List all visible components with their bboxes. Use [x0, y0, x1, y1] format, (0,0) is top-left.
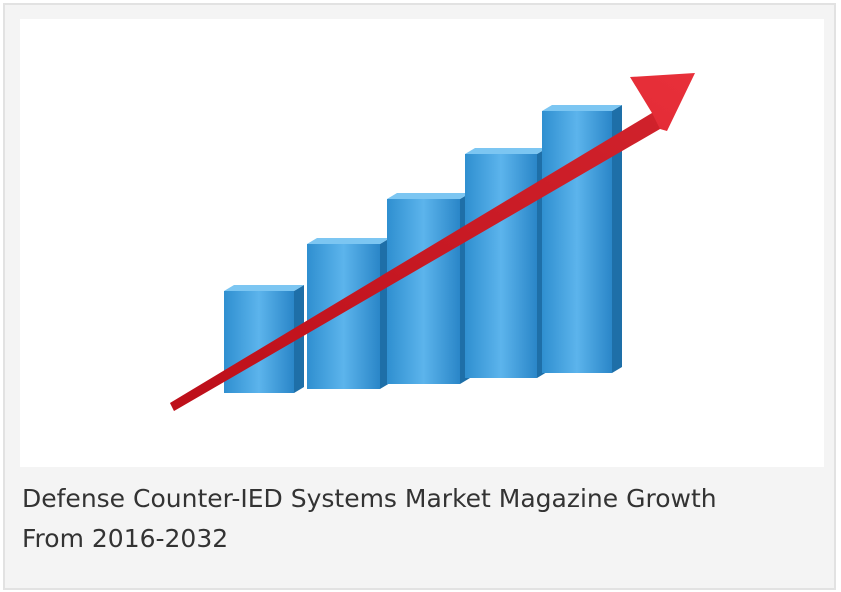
caption: Defense Counter-IED Systems Market Magaz… — [22, 484, 717, 553]
card: Defense Counter-IED Systems Market Magaz… — [3, 3, 836, 590]
arrow — [170, 73, 695, 411]
bars — [224, 105, 622, 393]
illustration — [20, 19, 824, 467]
